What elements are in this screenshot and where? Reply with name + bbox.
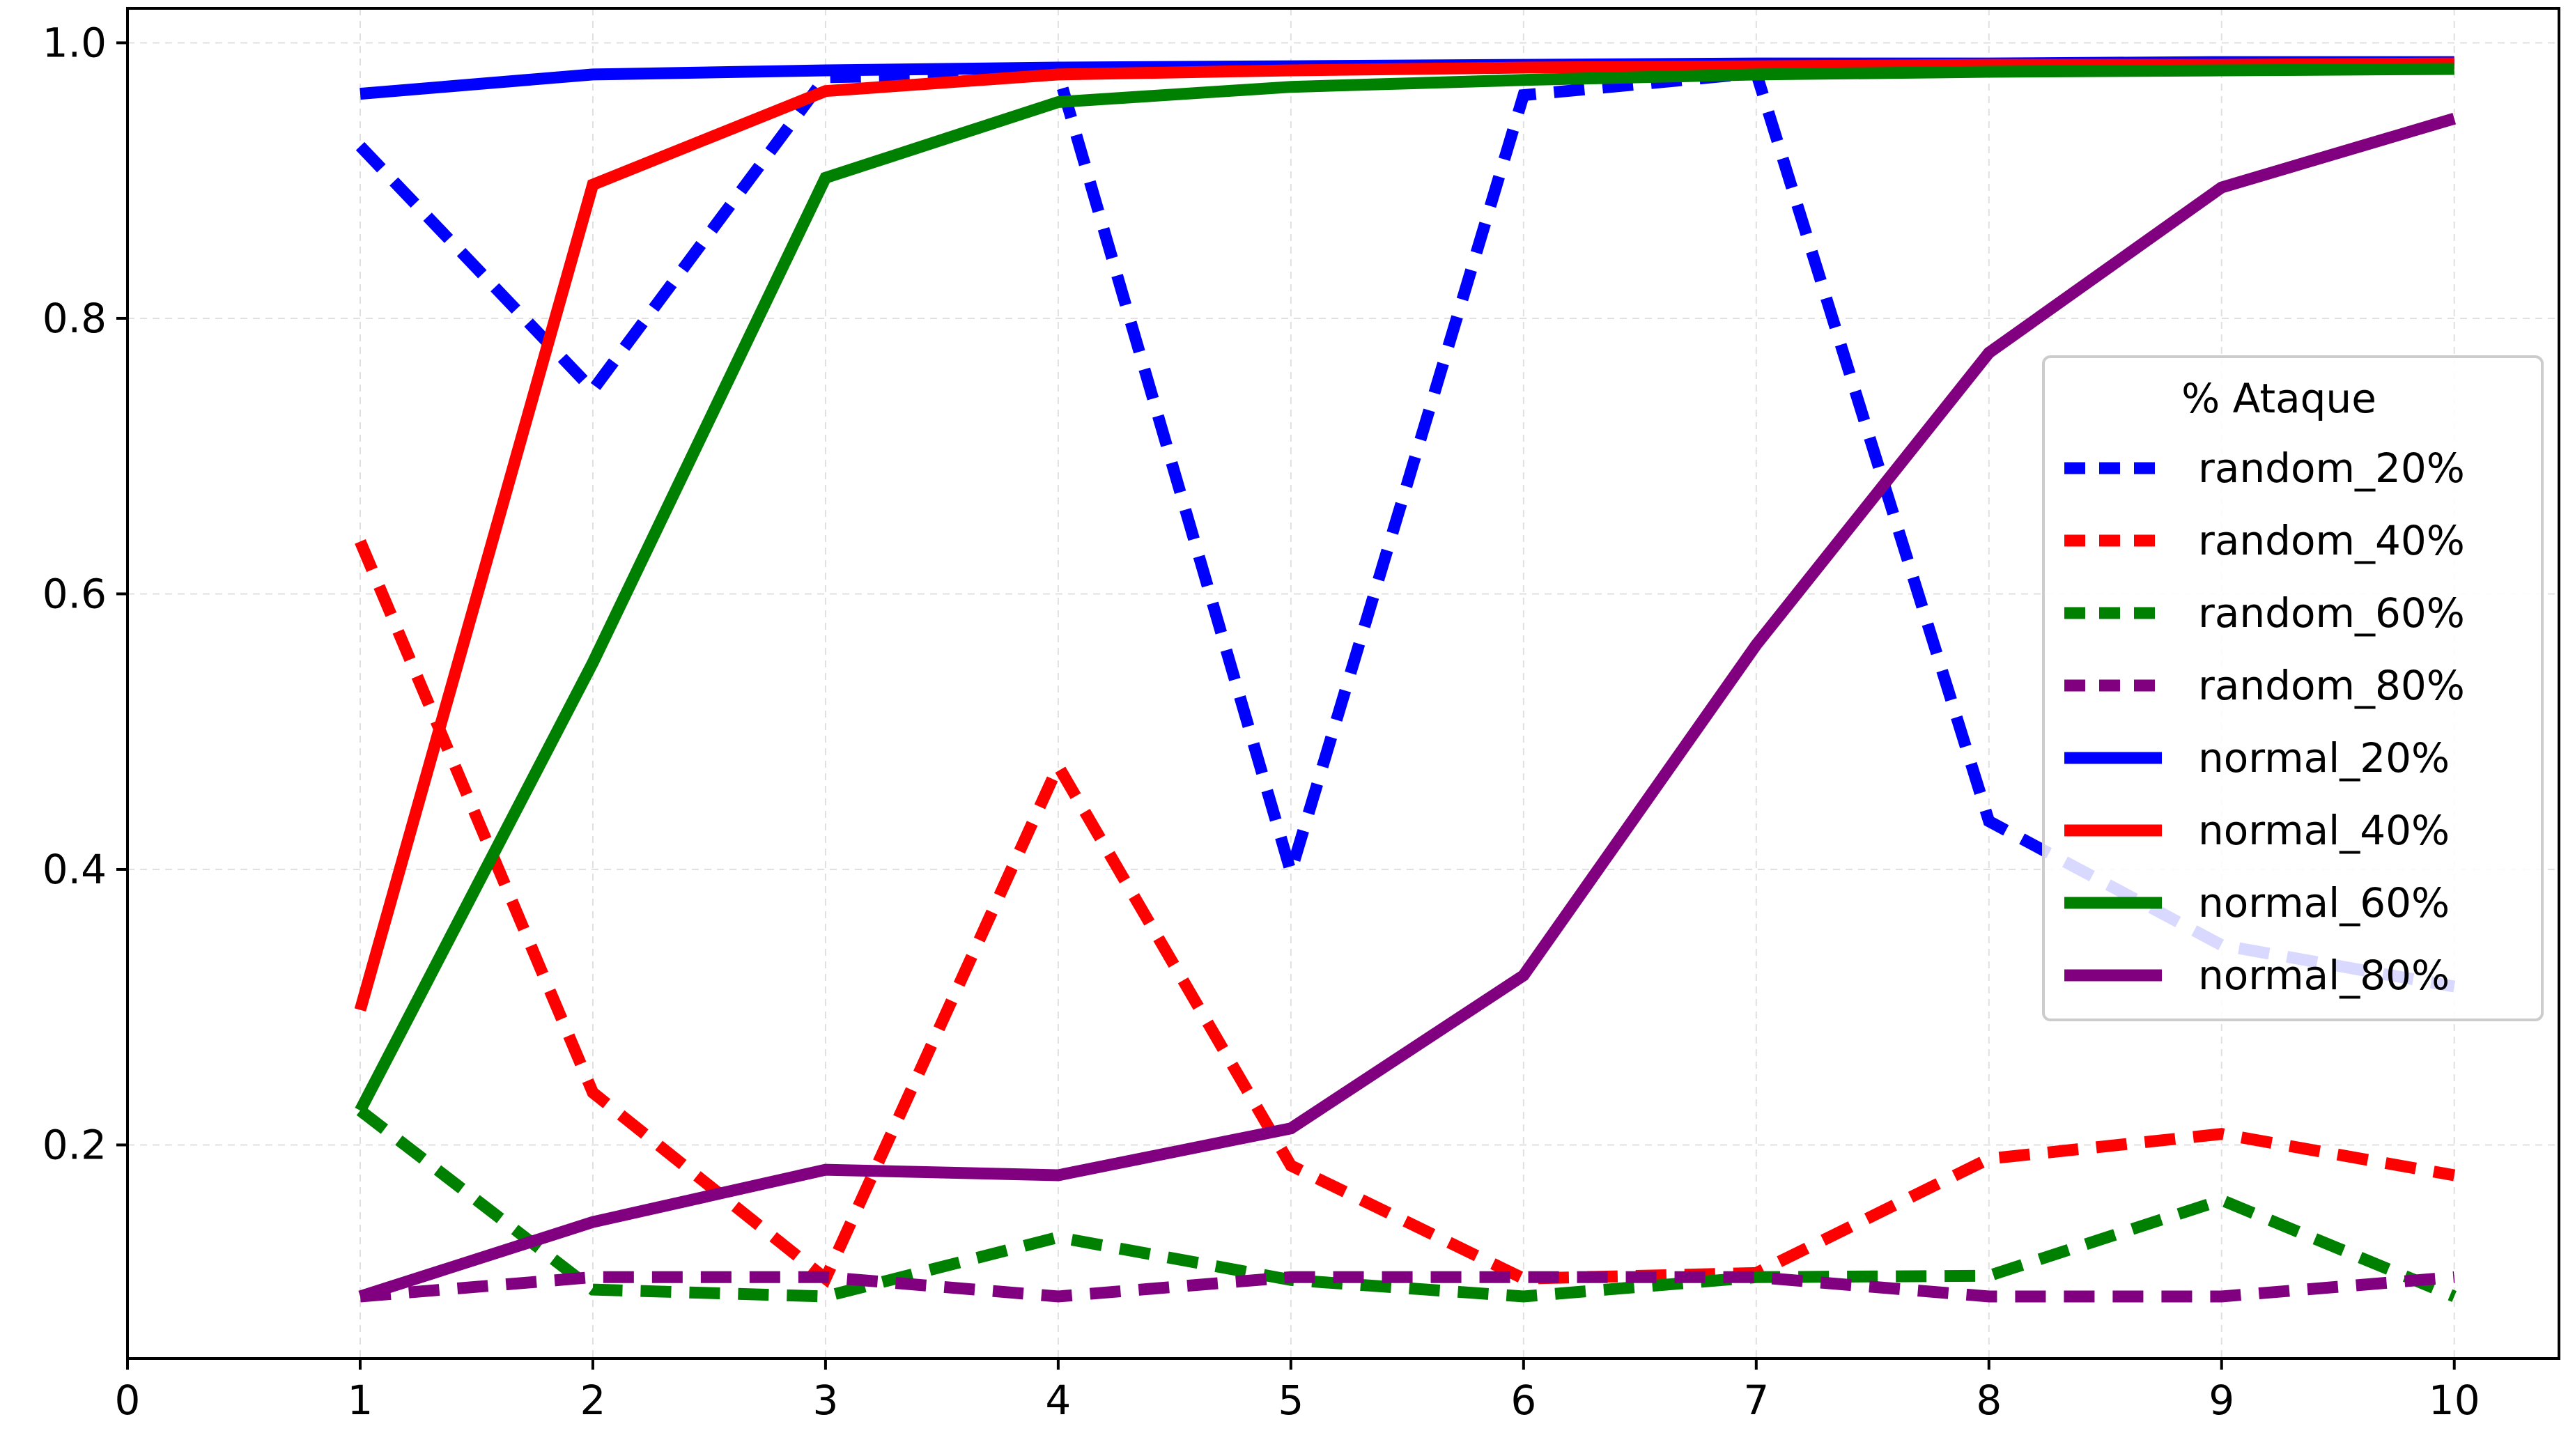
axis-ticks: 0 1 2 3 4 5 6 7 8 9 10 0.2 0.4 0.6 0.8 1.0	[42, 19, 2480, 1424]
legend-label: normal_60%	[2198, 879, 2450, 927]
legend-label: random_20%	[2198, 444, 2465, 492]
series-line-normal-60pct	[355, 63, 2454, 1113]
legend-label: random_40%	[2198, 517, 2465, 564]
legend-label: normal_80%	[2198, 952, 2450, 999]
series-line-normal-80pct	[358, 113, 2457, 1303]
x-tick-label: 8	[1976, 1377, 2002, 1424]
x-tick-label: 0	[115, 1377, 141, 1424]
y-tick-label: 0.2	[42, 1121, 107, 1168]
legend-label: random_60%	[2198, 589, 2465, 637]
x-tick-label: 2	[580, 1377, 605, 1424]
series-lines	[354, 56, 2457, 1303]
y-tick-label: 0.4	[42, 846, 107, 893]
y-tick-label: 1.0	[42, 19, 107, 66]
x-tick-label: 6	[1510, 1377, 1536, 1424]
series-line-random-60pct	[356, 1106, 2457, 1303]
legend-label: normal_40%	[2198, 807, 2450, 854]
x-tick-label: 1	[348, 1377, 373, 1424]
plot-frame	[126, 7, 2560, 1360]
grid	[127, 8, 2559, 1358]
x-tick-label: 7	[1743, 1377, 1769, 1424]
x-tick-label: 5	[1278, 1377, 1304, 1424]
legend: % Ataque random_20% random_40% random_60%r…	[2042, 355, 2544, 1021]
legend-label: random_80%	[2198, 662, 2465, 709]
x-tick-label: 3	[812, 1377, 838, 1424]
x-tick-label: 4	[1045, 1377, 1071, 1424]
legend-title: % Ataque	[2181, 375, 2376, 422]
x-tick-label: 9	[2209, 1377, 2234, 1424]
series-line-random-80pct	[359, 1271, 2455, 1303]
x-tick-label: 10	[2429, 1377, 2480, 1424]
y-tick-label: 0.8	[42, 295, 107, 342]
series-line-random-40pct	[355, 539, 2456, 1288]
y-tick-label: 0.6	[42, 570, 107, 617]
legend-label: normal_20%	[2198, 734, 2450, 782]
series-line-normal-40pct	[354, 57, 2454, 1012]
series-line-random-20pct	[355, 66, 2456, 993]
legend-box	[2042, 355, 2544, 1021]
